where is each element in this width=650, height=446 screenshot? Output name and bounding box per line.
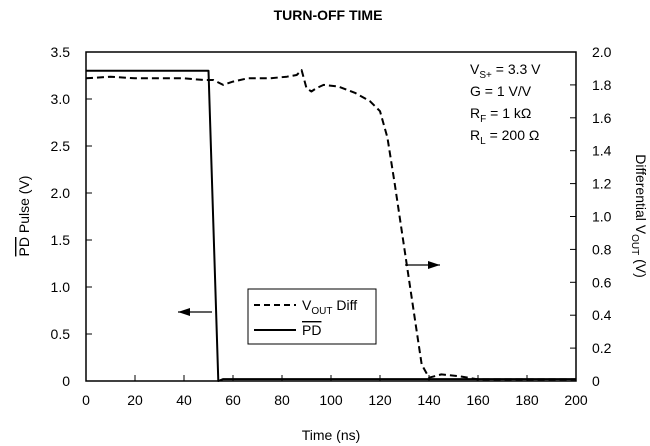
right-y-axis-title-tail: (V) (633, 255, 649, 278)
legend: VOUT Diff PD (248, 289, 376, 344)
legend-label-vout-sub: OUT (311, 306, 332, 317)
left-y-tick-label: 1.5 (51, 232, 71, 248)
x-tick-label: 80 (274, 392, 290, 408)
left-y-tick-label: 0 (62, 373, 70, 389)
condition-line: RF = 1 kΩ (470, 105, 531, 125)
x-tick-label: 160 (466, 392, 490, 408)
left-y-axis-title: PD Pulse (V) (16, 176, 32, 257)
left-y-axis-title-overlined: PD (16, 237, 32, 256)
left-y-tick-label: 3.0 (51, 91, 71, 107)
x-tick-label: 60 (225, 392, 241, 408)
right-y-tick-label: 1.4 (592, 143, 612, 159)
right-y-tick-label: 2.0 (592, 44, 612, 60)
right-y-tick-label: 1.2 (592, 176, 612, 192)
right-y-tick-label: 0 (592, 373, 600, 389)
x-tick-label: 140 (417, 392, 441, 408)
x-tick-label: 100 (319, 392, 343, 408)
left-y-tick-label: 3.5 (51, 44, 71, 60)
x-tick-label: 200 (564, 392, 588, 408)
x-tick-label: 0 (82, 392, 90, 408)
left-y-axis-title-rest: Pulse (V) (16, 176, 32, 237)
condition-line: RL = 200 Ω (470, 127, 539, 147)
left-y-tick-label: 0.5 (51, 326, 71, 342)
arrow-head (178, 308, 190, 316)
right-y-axis-title: Differential VOUT (V) (629, 154, 649, 278)
x-tick-label: 180 (515, 392, 539, 408)
arrow-head (428, 261, 440, 269)
right-y-tick-label: 1.0 (592, 209, 612, 225)
arrow-left-axis (178, 308, 212, 316)
x-tick-label: 120 (368, 392, 392, 408)
legend-label-vout-tail: Diff (332, 297, 357, 313)
right-y-axis-title-sub: OUT (629, 234, 640, 255)
right-y-axis-title-base: Differential V (633, 154, 649, 235)
right-y-tick-label: 0.8 (592, 241, 612, 257)
arrow-right-axis (405, 261, 440, 269)
right-y-tick-label: 0.6 (592, 274, 612, 290)
left-y-tick-label: 2.5 (51, 138, 71, 154)
left-y-tick-label: 2.0 (51, 185, 71, 201)
x-tick-label: 40 (176, 392, 192, 408)
x-axis-title: Time (ns) (302, 427, 361, 443)
right-y-tick-label: 0.2 (592, 340, 612, 356)
condition-line: VS+ = 3.3 V (470, 61, 541, 81)
legend-label-pd: PD (302, 322, 321, 338)
right-y-tick-label: 0.4 (592, 307, 612, 323)
condition-line: G = 1 V/V (470, 83, 532, 99)
left-y-tick-label: 1.0 (51, 279, 71, 295)
right-y-tick-label: 1.8 (592, 77, 612, 93)
chart-title: TURN-OFF TIME (274, 7, 383, 23)
right-y-tick-label: 1.6 (592, 110, 612, 126)
x-tick-label: 20 (127, 392, 143, 408)
